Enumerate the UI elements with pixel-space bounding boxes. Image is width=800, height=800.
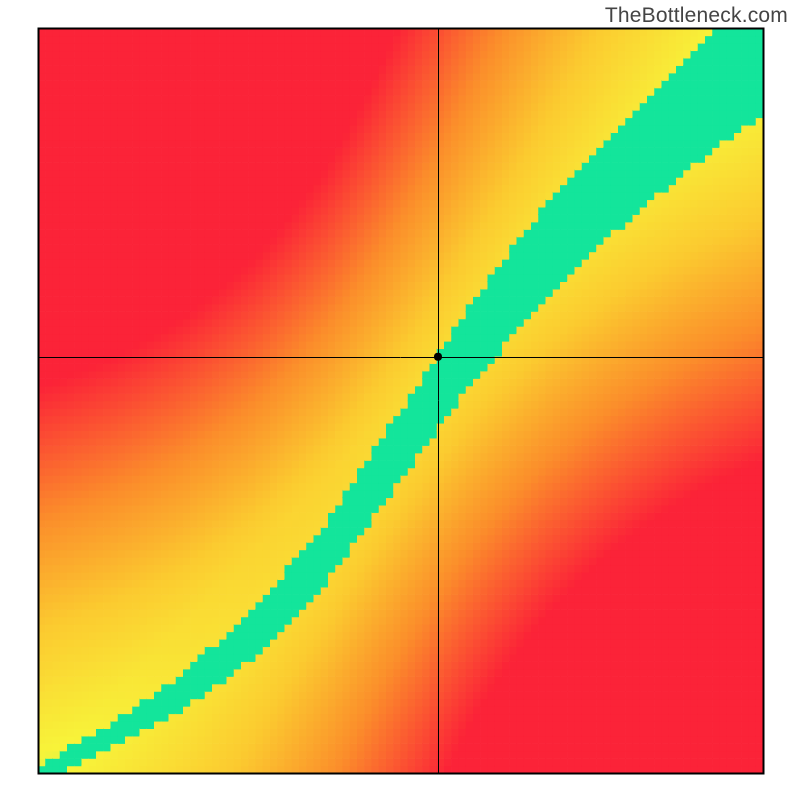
bottleneck-heatmap — [0, 0, 800, 800]
watermark-text: TheBottleneck.com — [605, 4, 788, 28]
